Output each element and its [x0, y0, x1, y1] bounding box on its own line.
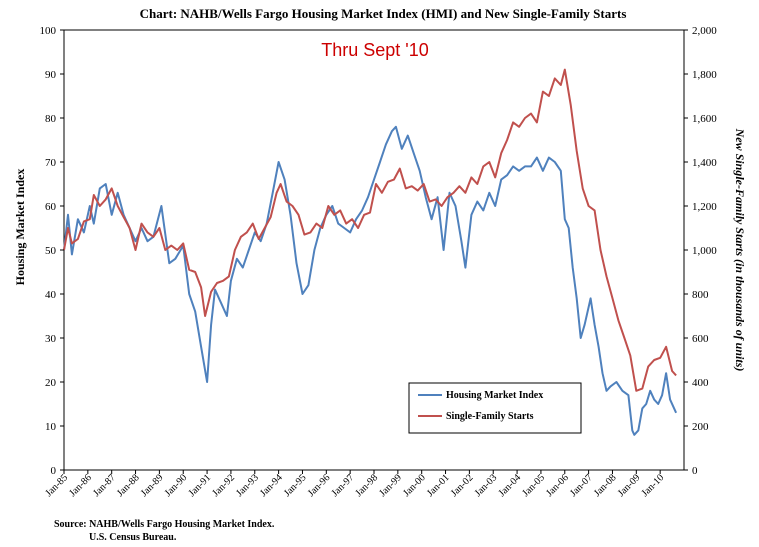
legend-label-hmi: Housing Market Index [446, 390, 543, 401]
y-tick-label: 80 [45, 113, 57, 125]
x-tick-label: Jan-95 [282, 472, 309, 499]
x-tick-label: Jan-97 [330, 472, 357, 499]
y-tick-label: 20 [45, 377, 57, 389]
y2-tick-label: 200 [692, 421, 709, 433]
y-tick-label: 50 [45, 245, 57, 257]
x-tick-label: Jan-02 [449, 472, 476, 499]
source-note-2: U.S. Census Bureau. [89, 532, 177, 543]
series-starts-line [63, 68, 677, 392]
y-tick-label: 30 [45, 333, 57, 345]
x-tick-label: Jan-03 [473, 472, 500, 499]
x-tick-label: Jan-07 [568, 472, 595, 499]
y2-tick-label: 600 [692, 333, 709, 345]
x-tick-label: Jan-87 [91, 472, 118, 499]
x-tick-label: Jan-99 [377, 472, 404, 499]
x-tick-label: Jan-93 [234, 472, 261, 499]
x-tick-label: Jan-08 [592, 472, 619, 499]
y-tick-label: 60 [45, 201, 57, 213]
x-tick-label: Jan-86 [67, 472, 94, 499]
x-tick-label: Jan-00 [401, 472, 428, 499]
x-tick-label: Jan-88 [115, 472, 142, 499]
y2-tick-label: 1,400 [692, 157, 717, 169]
x-tick-label: Jan-05 [520, 472, 547, 499]
chart-title: Chart: NAHB/Wells Fargo Housing Market I… [140, 6, 627, 21]
y2-tick-label: 400 [692, 377, 709, 389]
x-tick-label: Jan-10 [640, 472, 667, 499]
x-tick-label: Jan-94 [258, 472, 285, 499]
x-tick-label: Jan-91 [187, 472, 214, 499]
x-tick-label: Jan-89 [139, 472, 166, 499]
x-tick-label: Jan-92 [210, 472, 237, 499]
x-tick-label: Jan-98 [353, 472, 380, 499]
legend: Housing Market Index Single-Family Start… [408, 382, 582, 434]
x-tick-label: Jan-06 [544, 472, 571, 499]
source-note: Source: NAHB/Wells Fargo Housing Market … [54, 519, 275, 530]
y2-axis-label: New Single-Family Starts (in thousands o… [733, 128, 747, 372]
y2-tick-label: 1,000 [692, 245, 717, 257]
x-tick-label: Jan-09 [616, 472, 643, 499]
series-hmi-line [63, 125, 678, 436]
y-tick-label: 40 [45, 289, 57, 301]
x-tick-label: Jan-96 [306, 472, 333, 499]
y2-tick-label: 1,600 [692, 113, 717, 125]
chart-annotation: Thru Sept '10 [321, 40, 429, 60]
y-tick-label: 10 [45, 421, 57, 433]
plot-area-border [63, 29, 685, 471]
tick-layer: 0 10 20 30 40 50 60 70 80 90 100 0 200 400 600 800 1,000… [40, 25, 718, 499]
y2-tick-label: 1,800 [692, 69, 717, 81]
plot-frame [63, 29, 685, 471]
x-tick-label: Jan-90 [163, 472, 190, 499]
y2-tick-label: 800 [692, 289, 709, 301]
x-tick-label: Jan-01 [425, 472, 452, 499]
legend-label-starts: Single-Family Starts [446, 411, 534, 422]
y2-tick-label: 1,200 [692, 201, 717, 213]
series-layer [63, 68, 678, 436]
x-tick-label: Jan-04 [497, 472, 524, 499]
legend-box [408, 382, 582, 434]
y-tick-label: 100 [40, 25, 57, 37]
y-tick-label: 0 [51, 465, 57, 477]
y2-tick-label: 0 [692, 465, 698, 477]
x-tick-label: Jan-85 [43, 472, 70, 499]
y-axis-label: Housing Market Index [13, 169, 27, 286]
y-tick-label: 70 [45, 157, 57, 169]
y2-tick-label: 2,000 [692, 25, 717, 37]
y-tick-label: 90 [45, 69, 57, 81]
